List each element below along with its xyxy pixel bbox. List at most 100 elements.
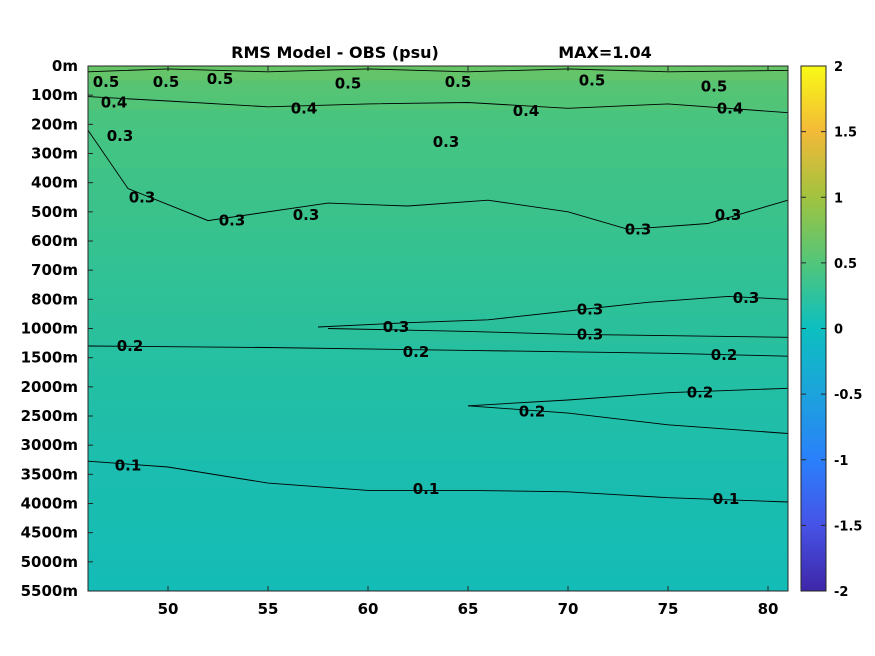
contour-label-0.3: 0.3: [733, 289, 760, 307]
colorbar-tick-label: 2: [834, 60, 843, 75]
contour-label-0.3: 0.3: [107, 127, 134, 145]
contour-label-0.3: 0.3: [383, 318, 410, 336]
contour-line-0.2: [467, 405, 788, 434]
field-band-3000m: [88, 430, 788, 460]
contour-label-0.4: 0.4: [101, 93, 128, 111]
field-band-200m: [88, 109, 788, 139]
contour-labels: 0.5 0.5 0.5 0.5 0.5 0.5 0.5 0.4 0.4 0.4 0.4 0.3 0.3 0…: [93, 70, 760, 508]
contour-label-0.1: 0.1: [413, 480, 440, 498]
colorbar-tick-label: 0.5: [834, 257, 857, 272]
field-band-1000m: [88, 313, 788, 344]
contour-line-0.5: [88, 68, 788, 73]
field-band-4500m: [88, 518, 788, 548]
x-axis: 50 55 60 65 70 75 80: [158, 66, 779, 618]
y-tick-label: 4500m: [21, 524, 78, 542]
field-band-300m: [88, 138, 788, 169]
colorbar-tick-label: -2: [834, 585, 848, 600]
contour-label-0.3: 0.3: [219, 212, 246, 230]
contour-label-0.4: 0.4: [717, 99, 744, 117]
y-tick-label: 1000m: [21, 320, 78, 338]
chart-titles: RMS Model - OBS (psu) MAX=1.04: [231, 43, 652, 62]
field-band-5500m: [88, 576, 788, 591]
x-tick-label: 50: [158, 600, 179, 618]
y-tick-label: 600m: [31, 232, 78, 250]
y-tick-label: 800m: [31, 290, 78, 308]
contour-label-0.4: 0.4: [513, 102, 540, 120]
colorbar: 2 1.5 1 0.5 0 -0.5 -1 -1.5 -2: [800, 60, 862, 600]
x-tick-label: 55: [258, 600, 279, 618]
y-tick-label: 4000m: [21, 495, 78, 513]
y-axis-depth: 0m 100m 200m 300m 400m 500m 600m 700m 800m 1000m 1…: [21, 57, 93, 600]
y-tick-label: 500m: [31, 203, 78, 221]
x-tick-label: 65: [458, 600, 479, 618]
y-tick-label: 100m: [31, 86, 78, 104]
contour-label-0.3: 0.3: [129, 188, 156, 206]
y-tick-label: 5500m: [21, 582, 78, 600]
x-tick-label: 60: [358, 600, 379, 618]
contour-label-0.2: 0.2: [687, 384, 714, 402]
field-band-4000m: [88, 488, 788, 519]
contour-label-0.5: 0.5: [93, 73, 120, 91]
contour-label-0.4: 0.4: [291, 99, 318, 117]
colorbar-tick-label: 0: [834, 323, 843, 338]
contour-label-0.3: 0.3: [577, 301, 604, 319]
contour-label-0.5: 0.5: [335, 75, 362, 93]
y-tick-label: 2500m: [21, 407, 78, 425]
contour-label-0.5: 0.5: [153, 73, 180, 91]
colorbar-tick-label: -0.5: [834, 388, 862, 403]
field-band-5000m: [88, 547, 788, 577]
contour-label-0.2: 0.2: [711, 346, 738, 364]
field-band-3500m: [88, 459, 788, 489]
contour-line-0.4: [88, 96, 788, 114]
y-tick-label: 200m: [31, 115, 78, 133]
colorbar-tick-label: 1.5: [834, 126, 857, 141]
colorbar-tick-label: -1: [834, 454, 848, 469]
contour-label-0.1: 0.1: [115, 457, 142, 475]
field-band-500m: [88, 197, 788, 227]
contour-label-0.5: 0.5: [445, 73, 472, 91]
contour-label-0.3: 0.3: [625, 220, 652, 238]
contour-label-0.5: 0.5: [207, 70, 234, 88]
field-band-700m: [88, 255, 788, 285]
y-tick-label: 3000m: [21, 436, 78, 454]
field-band-600m: [88, 226, 788, 256]
y-tick-label: 3500m: [21, 465, 78, 483]
y-tick-label: 700m: [31, 261, 78, 279]
plot-area: 0.5 0.5 0.5 0.5 0.5 0.5 0.5 0.4 0.4 0.4 0.4 0.3 0.3 0…: [87, 65, 789, 592]
field-band-100m: [88, 80, 788, 110]
contour-label-0.2: 0.2: [519, 403, 546, 421]
contour-label-0.3: 0.3: [577, 325, 604, 343]
y-tick-label: 5000m: [21, 553, 78, 571]
contour-label-0.3: 0.3: [715, 206, 742, 224]
y-tick-label: 300m: [31, 145, 78, 163]
field-band-1500m: [88, 343, 788, 373]
contour-line-0.3: [317, 295, 788, 328]
field-band-2000m: [88, 372, 788, 402]
chart-subtitle-max: MAX=1.04: [558, 43, 652, 62]
field-band-2500m: [88, 401, 788, 431]
y-tick-label: 0m: [52, 57, 78, 75]
y-tick-label: 2000m: [21, 378, 78, 396]
contour-line-0.3: [88, 129, 788, 230]
colorbar-tick-label: -1.5: [834, 519, 862, 534]
contour-line-0.2: [467, 387, 788, 407]
colorbar-ticks: 2 1.5 1 0.5 0 -0.5 -1 -1.5 -2: [801, 60, 862, 600]
contour-label-0.5: 0.5: [579, 72, 606, 90]
contour-label-0.3: 0.3: [293, 206, 320, 224]
contour-label-0.2: 0.2: [117, 337, 144, 355]
y-tick-label: 1500m: [21, 349, 78, 367]
chart-title: RMS Model - OBS (psu): [231, 43, 439, 62]
contour-line-0.3: [327, 328, 788, 338]
contour-label-0.3: 0.3: [433, 133, 460, 151]
x-tick-label: 80: [758, 600, 779, 618]
colorbar-tick-label: 1: [834, 191, 843, 206]
field-band-0m: [88, 66, 788, 81]
y-tick-label: 400m: [31, 174, 78, 192]
x-tick-label: 75: [658, 600, 679, 618]
contour-lines: [88, 68, 788, 503]
contour-label-0.1: 0.1: [713, 490, 740, 508]
field-band-400m: [88, 168, 788, 198]
x-tick-label: 70: [558, 600, 579, 618]
contour-label-0.5: 0.5: [701, 77, 728, 95]
